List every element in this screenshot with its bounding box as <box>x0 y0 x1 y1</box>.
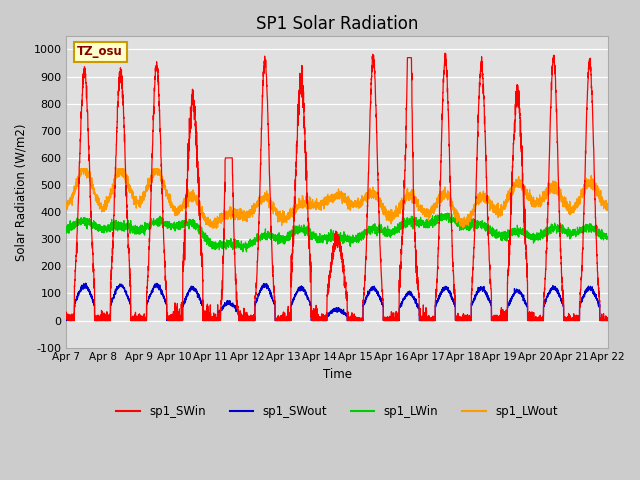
sp1_LWin <box>160 219 168 225</box>
sp1_SWout <box>317 316 324 322</box>
sp1_LWin <box>63 227 70 232</box>
sp1_LWin <box>490 229 497 235</box>
sp1_LWout <box>63 206 70 212</box>
Text: TZ_osu: TZ_osu <box>77 45 123 58</box>
Line: sp1_LWin: sp1_LWin <box>67 213 608 252</box>
sp1_LWout <box>459 218 467 224</box>
sp1_LWout <box>160 182 168 188</box>
sp1_LWout <box>604 207 612 213</box>
sp1_LWin <box>444 210 451 216</box>
sp1_SWin <box>604 315 611 321</box>
sp1_SWin <box>442 50 449 56</box>
sp1_LWin <box>604 234 612 240</box>
sp1_LWin <box>243 249 250 255</box>
sp1_LWin <box>604 234 611 240</box>
sp1_SWout <box>63 316 70 322</box>
sp1_LWout <box>212 226 220 231</box>
sp1_SWout <box>459 318 467 324</box>
sp1_SWout <box>160 294 168 300</box>
sp1_LWout <box>76 166 84 172</box>
Title: SP1 Solar Radiation: SP1 Solar Radiation <box>256 15 418 33</box>
sp1_SWin <box>429 318 436 324</box>
sp1_SWin <box>160 240 168 246</box>
sp1_LWin <box>429 217 436 223</box>
Y-axis label: Solar Radiation (W/m2): Solar Radiation (W/m2) <box>15 123 28 261</box>
sp1_SWout <box>82 280 90 286</box>
sp1_SWout <box>604 317 611 323</box>
sp1_SWin <box>317 318 324 324</box>
sp1_LWin <box>459 222 467 228</box>
sp1_SWin <box>63 309 70 315</box>
sp1_LWout <box>429 209 436 215</box>
sp1_LWout <box>317 204 324 210</box>
X-axis label: Time: Time <box>323 368 351 381</box>
sp1_SWout <box>63 318 70 324</box>
sp1_LWin <box>317 237 324 243</box>
sp1_SWin <box>490 318 497 324</box>
Line: sp1_SWin: sp1_SWin <box>67 53 608 321</box>
sp1_SWin <box>64 318 72 324</box>
sp1_SWin <box>604 318 612 324</box>
sp1_SWout <box>490 318 497 324</box>
sp1_SWin <box>459 316 467 322</box>
Line: sp1_LWout: sp1_LWout <box>67 169 608 228</box>
sp1_LWout <box>604 206 611 212</box>
Line: sp1_SWout: sp1_SWout <box>67 283 608 321</box>
sp1_SWout <box>429 318 436 324</box>
sp1_SWout <box>604 318 612 324</box>
sp1_LWout <box>490 210 497 216</box>
Legend: sp1_SWin, sp1_SWout, sp1_LWin, sp1_LWout: sp1_SWin, sp1_SWout, sp1_LWin, sp1_LWout <box>111 400 563 423</box>
